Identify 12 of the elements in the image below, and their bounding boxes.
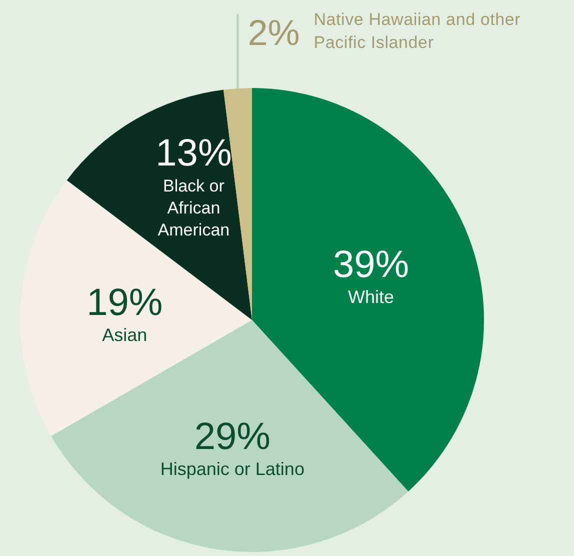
slice-label: Asian (102, 325, 148, 346)
slice-label: Hispanic or Latino (160, 459, 304, 480)
data-label: 13% (156, 132, 232, 174)
slice-label: White (348, 286, 394, 307)
slice-label: Native Hawaiian and other Pacific Islander (314, 10, 521, 52)
data-label: 39% (332, 244, 410, 286)
data-label: 29% (194, 416, 270, 458)
data-label: 19% (86, 282, 163, 324)
data-label: 2% (248, 12, 300, 53)
pie-slice (51, 320, 408, 552)
pie-slice (66, 90, 252, 320)
slice-label: Black or African American (158, 176, 230, 240)
